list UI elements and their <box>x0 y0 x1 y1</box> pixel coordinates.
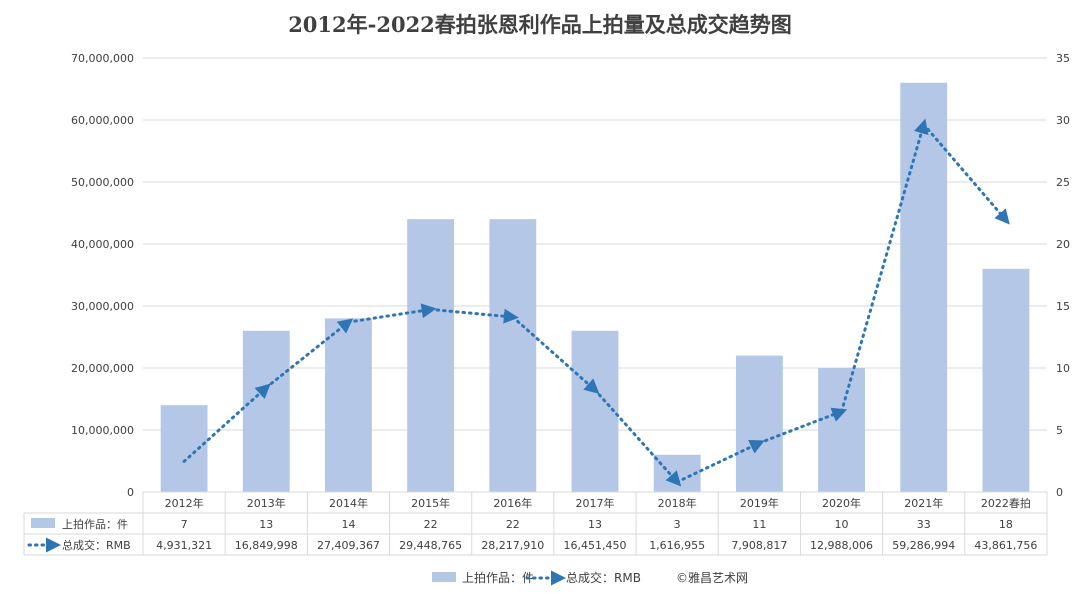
line-segment <box>346 303 437 324</box>
table-cell-line-value: 28,217,910 <box>481 539 544 552</box>
y-left-tick-label: 30,000,000 <box>71 300 134 313</box>
table-cell-line-value: 29,448,765 <box>399 539 462 552</box>
table-cell-bar-value: 10 <box>835 518 849 531</box>
table-row-label-line: 总成交：RMB <box>62 538 131 552</box>
bar <box>735 355 783 492</box>
x-tick-label: 2017年 <box>576 496 615 510</box>
y-right-tick-label: 5 <box>1056 424 1063 437</box>
x-tick-label: 2012年 <box>165 496 204 510</box>
y-left-tick-label: 40,000,000 <box>71 238 134 251</box>
bar <box>900 82 948 493</box>
line-segment <box>182 383 271 463</box>
legend-bar-label: 上拍作品：件 <box>462 570 534 585</box>
bar <box>407 219 455 492</box>
table-cell-bar-value: 13 <box>588 518 602 531</box>
table-cell-line-value: 16,849,998 <box>235 539 298 552</box>
bar <box>982 268 1030 492</box>
legend-bar-swatch <box>432 572 456 582</box>
y-right-tick-label: 0 <box>1056 486 1063 499</box>
legend-line-label: 总成交：RMB <box>566 570 641 585</box>
table-cell-bar-value: 22 <box>506 518 520 531</box>
chart-title: 2012年-2022春拍张恩利作品上拍量及总成交趋势图 <box>288 12 792 37</box>
table-cell-bar-value: 33 <box>917 518 931 531</box>
table-cell-line-value: 16,451,450 <box>564 539 627 552</box>
bar <box>489 219 537 492</box>
line-segment <box>840 118 929 413</box>
table-cell-bar-value: 18 <box>999 518 1013 531</box>
y-left-tick-label: 20,000,000 <box>71 362 134 375</box>
x-tick-label: 2020年 <box>822 496 861 510</box>
x-tick-label: 2015年 <box>411 496 450 510</box>
x-tick-label: 2013年 <box>247 496 286 510</box>
y-right-tick-label: 35 <box>1056 52 1070 65</box>
table-legend-bar-swatch <box>31 518 55 528</box>
y-left-tick-label: 50,000,000 <box>71 176 134 189</box>
x-tick-label: 2016年 <box>493 496 532 510</box>
y-left-tick-label: 10,000,000 <box>71 424 134 437</box>
table-cell-bar-value: 7 <box>181 518 188 531</box>
line-segment <box>675 440 765 484</box>
x-tick-label: 2014年 <box>329 496 368 510</box>
table-cell-bar-value: 11 <box>752 518 766 531</box>
x-tick-label: 2018年 <box>658 496 697 510</box>
y-left-tick-label: 70,000,000 <box>71 52 134 65</box>
table-cell-bar-value: 22 <box>424 518 438 531</box>
table-cell-line-value: 43,861,756 <box>974 539 1037 552</box>
x-tick-label: 2022春拍 <box>981 496 1031 510</box>
table-cell-line-value: 1,616,955 <box>649 539 705 552</box>
line-segment <box>922 122 1010 225</box>
table-cell-bar-value: 13 <box>259 518 273 531</box>
table-cell-line-value: 59,286,994 <box>892 539 955 552</box>
table-row-label-bar: 上拍作品：件 <box>62 517 128 531</box>
y-right-tick-label: 20 <box>1056 238 1070 251</box>
x-tick-label: 2019年 <box>740 496 779 510</box>
watermark: ©雅昌艺术网 <box>676 570 748 585</box>
bar <box>242 330 290 492</box>
y-left-tick-label: 0 <box>127 486 134 499</box>
y-right-tick-label: 30 <box>1056 114 1070 127</box>
table-cell-line-value: 12,988,006 <box>810 539 873 552</box>
y-left-tick-label: 60,000,000 <box>71 114 134 127</box>
table-cell-bar-value: 14 <box>341 518 355 531</box>
bar <box>325 318 372 492</box>
y-right-tick-label: 10 <box>1056 362 1070 375</box>
x-tick-label: 2021年 <box>904 496 943 510</box>
line-segment <box>593 388 682 487</box>
table-cell-line-value: 27,409,367 <box>317 539 380 552</box>
bar <box>818 368 865 492</box>
line-segment <box>511 315 600 394</box>
line-segment <box>429 307 519 324</box>
line-segment <box>264 318 354 390</box>
table-cell-bar-value: 3 <box>674 518 681 531</box>
y-right-tick-label: 25 <box>1056 176 1070 189</box>
table-cell-line-value: 7,908,817 <box>731 539 787 552</box>
y-right-tick-label: 15 <box>1056 300 1070 313</box>
line-segment <box>757 407 848 445</box>
table-cell-line-value: 4,931,321 <box>156 539 212 552</box>
bar <box>571 330 619 492</box>
